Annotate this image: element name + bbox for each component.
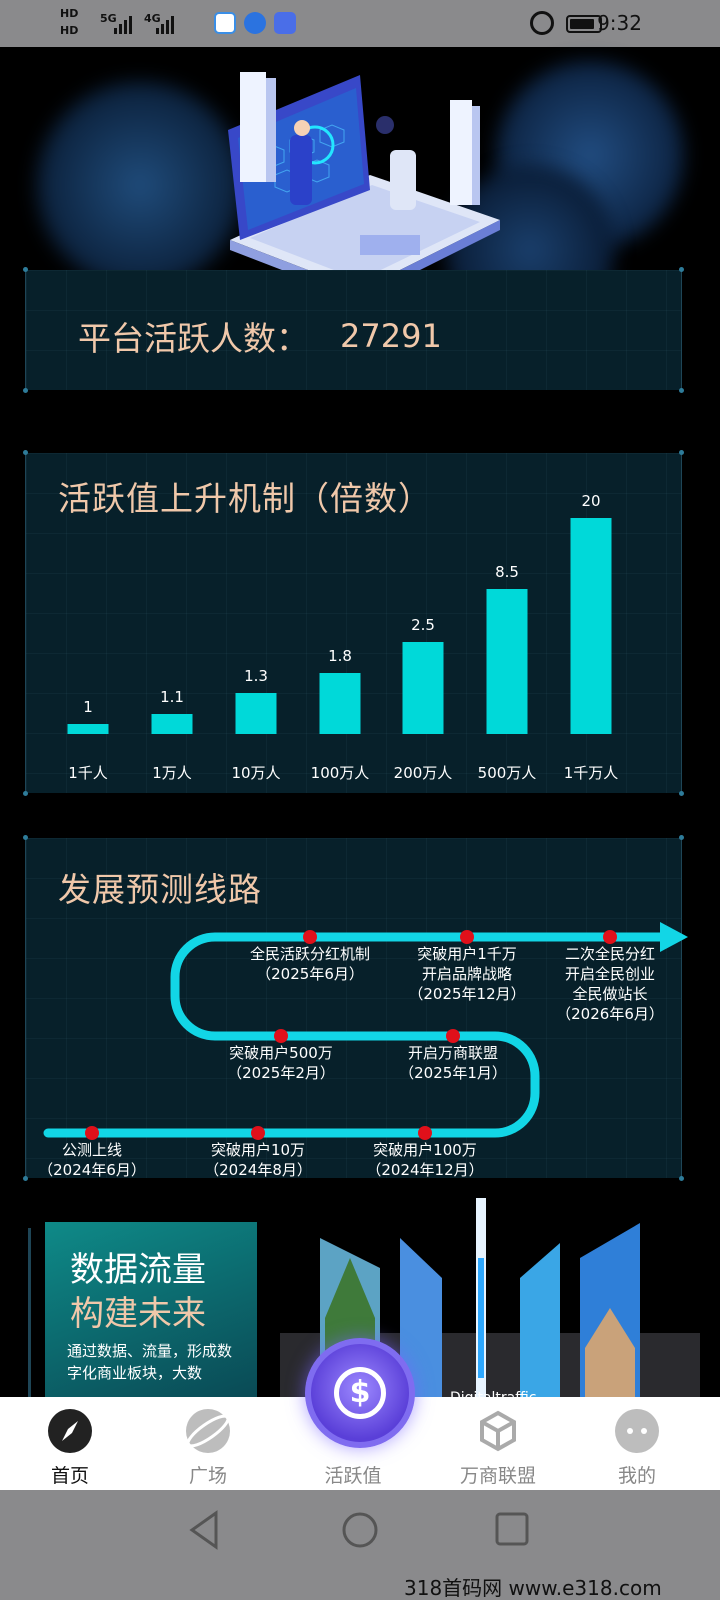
- milestone-text: 全民做站长: [572, 985, 648, 1003]
- tab-home[interactable]: 首页: [10, 1397, 130, 1490]
- milestone-dot: [446, 1029, 460, 1043]
- active-users-count: 27291: [340, 317, 442, 355]
- corner-dot: [23, 835, 28, 840]
- recents-icon[interactable]: [495, 1512, 529, 1546]
- tab-label: 万商联盟: [459, 1465, 536, 1487]
- milestone-dot: [85, 1126, 99, 1140]
- clock: 9:32: [597, 11, 642, 35]
- milestone-text: 突破用户10万: [210, 1141, 306, 1159]
- battery-icon: [566, 15, 602, 33]
- active-users-panel: [23, 267, 684, 393]
- compass-icon: [48, 1409, 92, 1453]
- corner-dot: [679, 791, 684, 796]
- milestone-label: 突破用户100万 （2024年12月）: [345, 1140, 505, 1180]
- milestone-text: 二次全民分红: [564, 945, 655, 963]
- milestone-label: 突破用户1千万 开启品牌战略 （2025年12月）: [387, 944, 547, 1004]
- milestone-text: （2025年1月）: [399, 1064, 507, 1082]
- milestone-text: 全民活跃分红机制: [249, 945, 370, 963]
- tab-label: 活跃值: [324, 1465, 382, 1487]
- signal-label-1: 5G: [100, 12, 117, 25]
- milestone-text: 突破用户1千万: [417, 945, 517, 963]
- milestone-dot: [274, 1029, 288, 1043]
- activity-center-button[interactable]: $: [305, 1338, 415, 1448]
- roadmap-title: 发展预测线路: [58, 870, 262, 909]
- status-bar: HD HD 5G 4G 9:32: [0, 0, 720, 47]
- corner-dot: [679, 1176, 684, 1181]
- milestone-text: （2025年6月）: [256, 965, 364, 983]
- tab-label: 广场: [188, 1465, 227, 1487]
- milestone-text: 突破用户100万: [373, 1141, 477, 1159]
- network-label-1: HD: [60, 7, 79, 20]
- face-icon: [615, 1409, 659, 1453]
- milestone-text: （2024年6月）: [38, 1161, 146, 1179]
- milestone-text: 开启万商联盟: [407, 1044, 498, 1062]
- milestone-text: 公测上线: [61, 1141, 122, 1159]
- milestone-text: 开启品牌战略: [421, 965, 512, 983]
- promo-heading-2: 构建未来: [70, 1294, 206, 1334]
- tab-activity[interactable]: 活跃值: [293, 1397, 413, 1490]
- watermark: 318首码网 www.e318.com: [404, 1576, 662, 1600]
- tab-alliance[interactable]: 万商联盟: [438, 1397, 558, 1490]
- milestone-dot: [418, 1126, 432, 1140]
- hero-laptop-illustration: [228, 72, 500, 300]
- corner-dot: [23, 388, 28, 393]
- milestone-label: 突破用户500万 （2025年2月）: [201, 1043, 361, 1083]
- corner-dot: [23, 450, 28, 455]
- network-label-2: HD: [60, 24, 79, 37]
- milestone-label: 二次全民分红 开启全民创业 全民做站长 （2026年6月）: [530, 944, 690, 1024]
- planet-icon: [186, 1409, 230, 1453]
- milestone-dot: [603, 930, 617, 944]
- milestone-dot: [460, 930, 474, 944]
- corner-dot: [679, 267, 684, 272]
- coin-icon: $: [334, 1367, 386, 1419]
- tab-mine[interactable]: 我的: [577, 1397, 697, 1490]
- signal-label-2: 4G: [144, 12, 161, 25]
- glow-decoration: [30, 75, 250, 295]
- promo-card: 数据流量 构建未来 通过数据、流量，形成数字化商业板块，大数: [45, 1222, 257, 1397]
- milestone-text: 突破用户500万: [229, 1044, 333, 1062]
- signal-bars-icon: [156, 14, 182, 34]
- corner-dot: [23, 1176, 28, 1181]
- milestone-text: （2025年2月）: [227, 1064, 335, 1082]
- corner-dot: [679, 835, 684, 840]
- promo-heading-1: 数据流量: [70, 1250, 206, 1290]
- signal-bars-icon: [114, 14, 140, 34]
- tab-square[interactable]: 广场: [148, 1397, 268, 1490]
- promo-border: [28, 1228, 31, 1398]
- milestone-dot: [303, 930, 317, 944]
- milestone-label: 公测上线 （2024年6月）: [12, 1140, 172, 1180]
- network-indicator: HD HD: [60, 7, 78, 37]
- milestone-label: 全民活跃分红机制 （2025年6月）: [230, 944, 390, 984]
- milestone-label: 开启万商联盟 （2025年1月）: [373, 1043, 533, 1083]
- browser-notification-icon: [244, 12, 266, 34]
- milestone-text: （2024年12月）: [366, 1161, 484, 1179]
- milestone-text: （2026年6月）: [556, 1005, 664, 1023]
- corner-dot: [23, 791, 28, 796]
- cube-icon: [476, 1409, 520, 1453]
- music-notification-icon: [274, 12, 296, 34]
- corner-dot: [679, 388, 684, 393]
- tab-label: 首页: [50, 1465, 89, 1487]
- alarm-icon: [530, 11, 554, 35]
- active-users-label: 平台活跃人数：: [78, 319, 309, 358]
- chart-title: 活跃值上升机制（倍数）: [58, 479, 432, 518]
- app-notification-icon: [214, 12, 236, 34]
- milestone-text: （2024年8月）: [204, 1161, 312, 1179]
- milestone-text: （2025年12月）: [408, 985, 526, 1003]
- milestone-label: 突破用户10万 （2024年8月）: [178, 1140, 338, 1180]
- home-icon[interactable]: [342, 1512, 378, 1548]
- corner-dot: [679, 450, 684, 455]
- tab-label: 我的: [617, 1465, 656, 1487]
- corner-dot: [23, 267, 28, 272]
- system-nav-bar: [0, 1490, 720, 1600]
- promo-body: 通过数据、流量，形成数字化商业板块，大数: [67, 1342, 233, 1382]
- milestone-dot: [251, 1126, 265, 1140]
- milestone-text: 开启全民创业: [564, 965, 655, 983]
- back-icon[interactable]: [189, 1510, 218, 1550]
